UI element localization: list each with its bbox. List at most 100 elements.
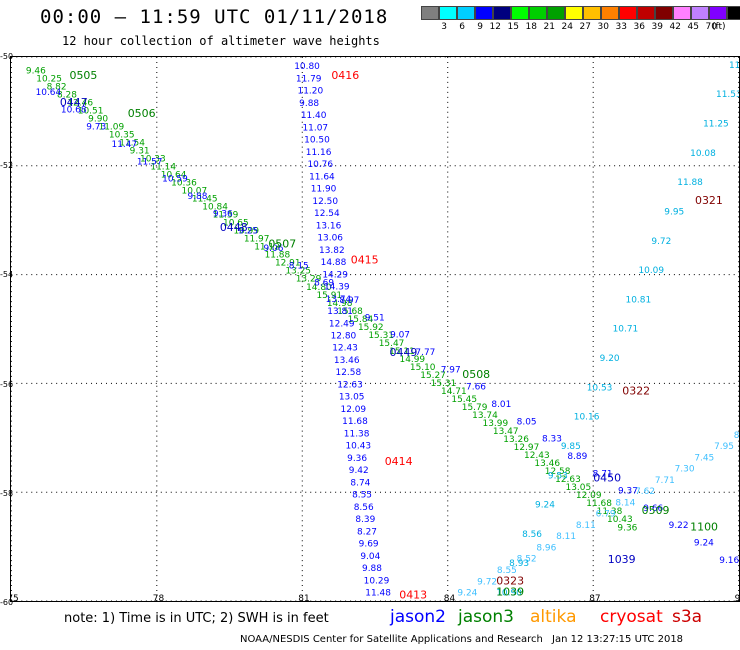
swh-value: 10.36 (171, 179, 197, 189)
swh-value: 15.31 (431, 379, 457, 389)
swh-value: 12.63 (555, 475, 581, 485)
swh-value: 8.15 (289, 261, 309, 271)
swh-value: 8.56 (354, 503, 374, 513)
swh-value: 11.47 (112, 140, 138, 150)
swh-value: 8.55 (497, 566, 517, 576)
swh-value: 9.16 (719, 556, 739, 566)
swh-value: 10.35 (109, 130, 135, 140)
swh-value: 9.72 (477, 577, 497, 587)
swh-value: 12.80 (331, 332, 357, 342)
swh-value: 12.43 (332, 344, 358, 354)
swh-value: 8.55 (352, 491, 372, 501)
swh-value: 8.39 (355, 515, 375, 525)
legend-swatch (493, 6, 511, 20)
swh-value: 10.90 (496, 589, 522, 599)
pass-time-label: 1039 (608, 553, 636, 566)
legend-swatch (565, 6, 583, 20)
swh-value: 14.29 (322, 270, 348, 280)
swh-value: 9.88 (188, 192, 208, 202)
swh-value: 10.43 (607, 515, 633, 525)
swh-value: 10.65 (223, 219, 249, 229)
legend-swatch (457, 6, 475, 20)
swh-value: 14.99 (399, 355, 425, 365)
legend-tick-label: 9 (477, 22, 483, 32)
swh-value: 8.11 (576, 521, 596, 531)
pass-time-label: 1100 (690, 520, 718, 533)
swh-value: 9.85 (561, 442, 581, 452)
swh-value: 11.68 (342, 417, 368, 427)
swh-value: 11.07 (302, 123, 328, 133)
legend-swatch (421, 6, 439, 20)
legend-swatch (637, 6, 655, 20)
swh-value: 11.54 (119, 138, 145, 148)
swh-value: 10.68 (61, 105, 87, 115)
swh-value: 13.46 (534, 459, 560, 469)
y-tick-label: -54 (0, 270, 14, 280)
swh-value: 14.98 (327, 299, 353, 309)
credit-line: NOAA/NESDIS Center for Satellite Applica… (240, 634, 543, 645)
swh-value: 10.50 (304, 136, 330, 146)
swh-value: 14.71 (441, 387, 467, 397)
swh-value: 7.77 (415, 348, 435, 358)
swh-value: 10.09 (638, 266, 664, 276)
swh-value: 9.36 (213, 209, 233, 219)
legend-tick-label: 6 (459, 22, 465, 32)
swh-value: 13.81 (327, 307, 353, 317)
swh-value: 9.36 (347, 454, 367, 464)
footer-note: note: 1) Time is in UTC; 2) SWH is in fe… (64, 611, 329, 626)
sat-s3a-label: s3a (672, 607, 703, 627)
legend-swatch (511, 6, 529, 20)
swh-value: 11.97 (244, 235, 270, 245)
swh-value: 13.25 (285, 267, 311, 277)
legend-tick-label: 33 (615, 22, 627, 32)
legend-ticks: 3 6 9 12 15 18 21 24 27 30 33 36 39 42 45 70 (421, 22, 717, 32)
legend-tick-label: 42 (669, 22, 681, 32)
legend-swatch (475, 6, 493, 20)
swh-value: 8.82 (47, 82, 67, 92)
swh-value: 13.74 (326, 295, 352, 305)
legend-tick-label: 39 (651, 22, 663, 32)
swh-value: 13.16 (316, 221, 342, 231)
swh-value: 15.47 (379, 339, 405, 349)
pass-time-label: 0505 (70, 69, 98, 82)
swh-value: 10.80 (294, 62, 320, 72)
legend-swatch (583, 6, 601, 20)
swh-value: 9.04 (360, 552, 380, 562)
generated-timestamp: Jan 12 13:27:15 UTC 2018 (552, 634, 684, 645)
pass-time-label: 1039 (496, 586, 524, 599)
swh-value: 12.09 (341, 405, 367, 415)
pass-time-label: 0323 (496, 575, 524, 588)
swh-value: 10.25 (36, 74, 62, 84)
swh-value: 15.91 (316, 291, 342, 301)
swh-value: 11.57 (137, 157, 163, 167)
swh-value: 14.88 (321, 258, 347, 268)
y-tick-label: -56 (0, 379, 14, 389)
swh-value: 15.68 (337, 307, 363, 317)
swh-value: 13.05 (339, 393, 365, 403)
swh-value: 10.43 (345, 442, 371, 452)
swh-value: 10.16 (574, 413, 600, 423)
pass-time-label: 0413 (399, 588, 427, 601)
swh-value: 9.25 (238, 227, 258, 237)
legend-tick-label: 45 (687, 22, 699, 32)
legend-tick-label: 24 (561, 22, 573, 32)
legend-swatch (727, 6, 740, 20)
swh-value: 10.64 (161, 171, 187, 181)
swh-value: 8.74 (350, 478, 370, 488)
x-tick-label: 87 (589, 594, 600, 602)
legend-swatch (547, 6, 565, 20)
page-title: 00:00 – 11:59 UTC 01/11/2018 (40, 6, 389, 28)
swh-value: 13.82 (319, 246, 345, 256)
swh-value: 9.46 (26, 66, 46, 76)
legend-swatch (709, 6, 727, 20)
swh-value: 13.47 (493, 427, 519, 437)
swh-value: 15.31 (368, 331, 394, 341)
swh-value: 11.40 (301, 111, 327, 121)
swh-value: 9.51 (365, 313, 385, 323)
swh-value: 9.90 (88, 114, 108, 124)
swh-value: 11.85 (729, 61, 740, 71)
swh-value: 11.64 (309, 172, 335, 182)
swh-value: 15.84 (348, 315, 374, 325)
swh-value: 10.64 (36, 88, 62, 98)
legend-tick-label: 70 (705, 22, 717, 32)
